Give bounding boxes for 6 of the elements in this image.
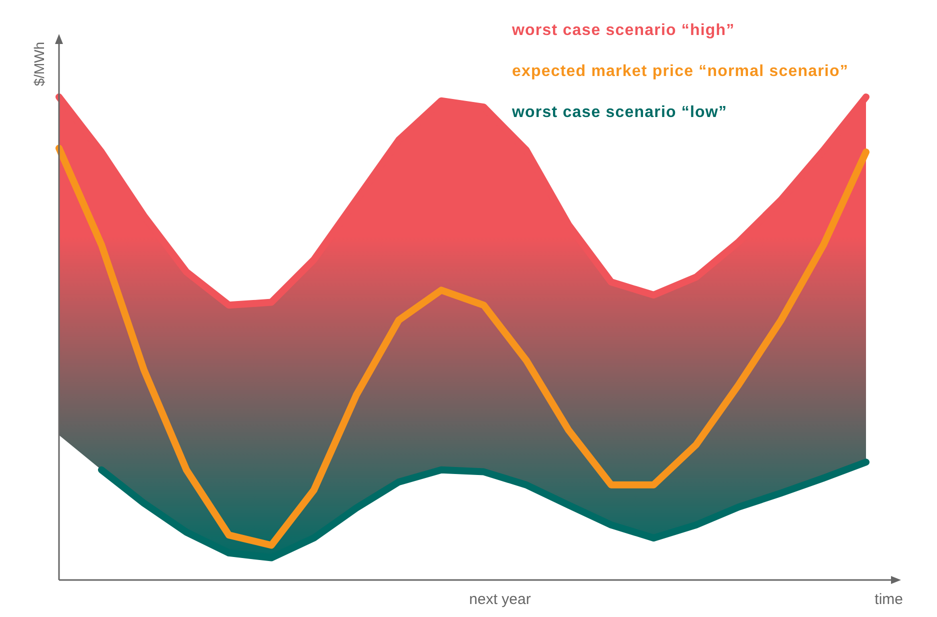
y-axis-title: $/MWh xyxy=(31,42,47,86)
text: next year xyxy=(469,591,531,608)
x-axis-title: time xyxy=(874,591,903,608)
text: worst case scenario “low” xyxy=(511,104,728,121)
text: worst case scenario “high” xyxy=(511,22,735,39)
text: expected market price “normal scenario” xyxy=(512,63,848,80)
